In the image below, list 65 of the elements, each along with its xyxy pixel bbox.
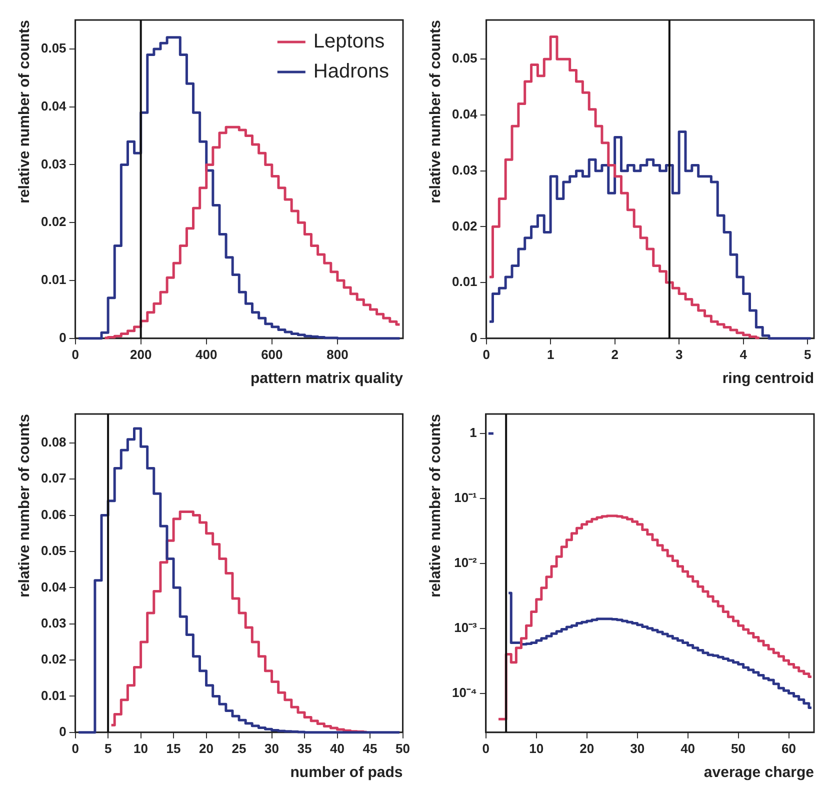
y-tick-label: 0.05 bbox=[452, 50, 478, 66]
y-tick-label: 0.06 bbox=[40, 506, 66, 522]
y-axis-title: relative number of counts bbox=[16, 414, 34, 598]
y-tick-label: 0.05 bbox=[40, 40, 66, 56]
y-axis-title: relative number of counts bbox=[427, 414, 444, 598]
x-tick-label: 40 bbox=[330, 740, 345, 756]
x-tick-label: 0 bbox=[72, 740, 79, 756]
x-tick-label: 45 bbox=[362, 740, 378, 756]
y-tick-label: 0.01 bbox=[40, 688, 66, 703]
x-tick-label: 30 bbox=[630, 740, 645, 756]
x-tick-label: 10 bbox=[134, 740, 148, 756]
x-tick-label: 40 bbox=[680, 740, 696, 756]
x-tick-label: 50 bbox=[731, 740, 746, 756]
x-tick-label: 600 bbox=[261, 346, 283, 362]
x-tick-label: 10 bbox=[529, 740, 544, 756]
x-tick-label: 20 bbox=[580, 740, 594, 756]
x-axis-title: pattern matrix quality bbox=[250, 370, 404, 388]
y-tick-label: 0.03 bbox=[452, 162, 478, 178]
x-tick-label: 0 bbox=[482, 740, 490, 756]
y-tick-label: 0.02 bbox=[452, 218, 478, 234]
x-axis-title: average charge bbox=[704, 764, 814, 782]
y-tick-label: 0 bbox=[470, 330, 478, 345]
y-axis-title: relative number of counts bbox=[16, 20, 34, 204]
y-tick-label: 10⁻³ bbox=[454, 620, 478, 635]
x-tick-label: 400 bbox=[196, 346, 218, 362]
y-tick-label: 10⁻¹ bbox=[454, 490, 477, 506]
x-axis-title: number of pads bbox=[290, 764, 403, 782]
x-axis-title: ring centroid bbox=[722, 370, 814, 388]
x-tick-label: 60 bbox=[782, 740, 796, 756]
y-tick-label: 0.03 bbox=[40, 156, 66, 172]
x-tick-label: 25 bbox=[232, 740, 246, 756]
x-tick-label: 5 bbox=[804, 346, 812, 362]
x-tick-label: 50 bbox=[396, 740, 410, 756]
y-tick-label: 0.07 bbox=[40, 470, 66, 486]
x-tick-label: 15 bbox=[166, 740, 181, 756]
y-tick-label: 0.04 bbox=[40, 579, 68, 594]
x-tick-label: 200 bbox=[130, 346, 152, 362]
y-tick-label: 0.02 bbox=[40, 214, 66, 230]
x-tick-label: 30 bbox=[264, 740, 280, 756]
y-tick-label: 0.04 bbox=[40, 98, 68, 114]
x-tick-label: 35 bbox=[297, 740, 312, 756]
x-tick-label: 20 bbox=[199, 740, 214, 756]
y-tick-label: 0.08 bbox=[40, 434, 66, 450]
x-tick-label: 0 bbox=[72, 346, 79, 362]
x-tick-label: 5 bbox=[104, 740, 112, 756]
y-tick-label: 0 bbox=[59, 330, 66, 345]
y-tick-label: 0.03 bbox=[40, 615, 66, 630]
legend-label: Leptons bbox=[313, 30, 385, 53]
y-tick-label: 10⁻² bbox=[454, 555, 478, 570]
x-tick-label: 800 bbox=[326, 346, 348, 362]
y-tick-label: 0.04 bbox=[452, 106, 478, 122]
y-tick-label: 0.05 bbox=[40, 543, 66, 558]
x-tick-label: 3 bbox=[675, 346, 683, 362]
x-tick-label: 4 bbox=[740, 346, 748, 362]
legend-label: Hadrons bbox=[313, 60, 390, 83]
x-tick-label: 2 bbox=[611, 346, 618, 362]
y-tick-label: 0.02 bbox=[40, 652, 66, 667]
x-tick-label: 1 bbox=[546, 346, 554, 362]
y-tick-label: 0.01 bbox=[452, 274, 478, 290]
y-tick-label: 1 bbox=[470, 425, 477, 440]
y-tick-label: 0.01 bbox=[40, 272, 66, 288]
y-tick-label: 0 bbox=[59, 724, 66, 739]
y-axis-title: relative number of counts bbox=[427, 20, 444, 204]
x-tick-label: 0 bbox=[482, 346, 490, 362]
y-tick-label: 10⁻⁴ bbox=[452, 684, 477, 700]
